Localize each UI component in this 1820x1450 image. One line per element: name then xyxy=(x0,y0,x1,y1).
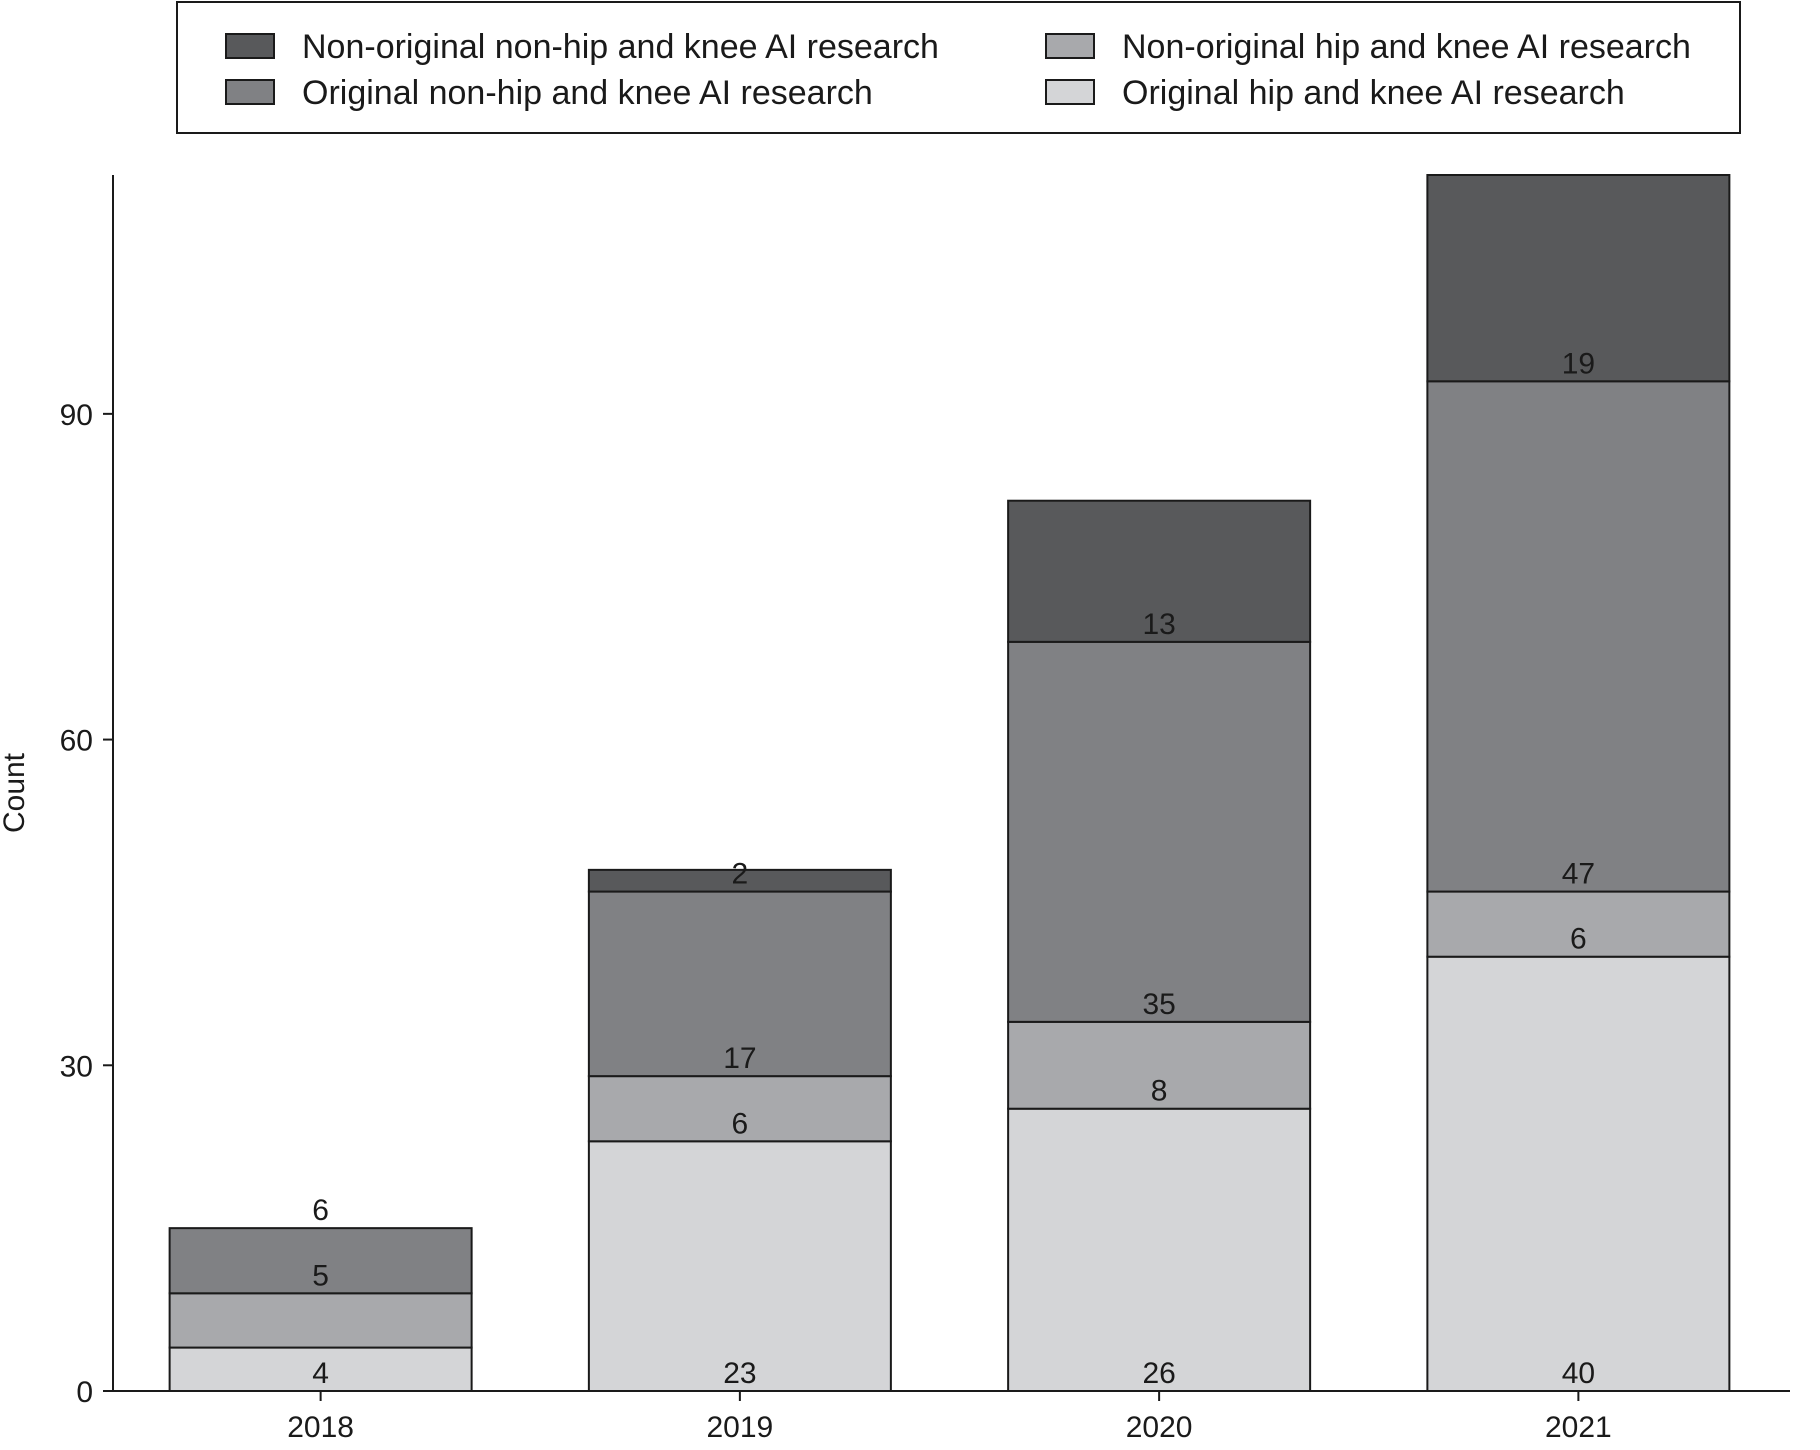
data-label-2018-s3: 6 xyxy=(312,1194,329,1227)
x-tick-label-2021: 2021 xyxy=(1545,1411,1612,1444)
data-label-2021-s2: 47 xyxy=(1562,858,1595,891)
x-tick-label-2019: 2019 xyxy=(707,1411,774,1444)
bar-segment-2020-s1 xyxy=(1007,1020,1312,1110)
data-label-2019-s2: 17 xyxy=(723,1042,756,1075)
data-label-2021-s3: 19 xyxy=(1562,347,1595,380)
data-label-2018-s2: 5 xyxy=(312,1259,329,1292)
data-label-2020-s2: 35 xyxy=(1142,988,1175,1021)
legend-label-s1: Non-original hip and knee AI research xyxy=(1122,28,1691,66)
data-label-2020-s1: 8 xyxy=(1151,1075,1168,1108)
y-axis-title: Count xyxy=(0,752,31,833)
bar-segment-2020-s0 xyxy=(1007,1107,1312,1392)
y-tick-label-0: 0 xyxy=(76,1376,93,1409)
data-label-2020-s3: 13 xyxy=(1142,608,1175,641)
data-label-2021-s0: 40 xyxy=(1562,1357,1595,1390)
legend-label-s3: Non-original non-hip and knee AI researc… xyxy=(302,28,939,66)
bar-segment-2018-s0 xyxy=(168,1346,473,1392)
bars xyxy=(168,174,1731,1393)
bar-segment-2021-s2 xyxy=(1426,380,1731,893)
data-label-2019-s3: 2 xyxy=(732,858,749,891)
data-label-2020-s0: 26 xyxy=(1142,1357,1175,1390)
bar-segment-2020-s2 xyxy=(1007,640,1312,1023)
bar-segment-2021-s1 xyxy=(1426,890,1731,958)
legend-swatch-s2 xyxy=(225,79,275,105)
bar-segment-2019-s2 xyxy=(587,890,892,1078)
y-tick-label-90: 90 xyxy=(60,399,93,432)
y-tick-label-30: 30 xyxy=(60,1050,93,1083)
data-labels: 4 5 6 23 6 17 2 26 8 35 13 40 6 47 19 xyxy=(312,347,1595,1390)
data-label-2018-s0: 4 xyxy=(312,1357,329,1390)
data-label-2019-s1: 6 xyxy=(732,1107,749,1140)
bar-segment-2018-s1 xyxy=(168,1292,473,1349)
bar-segment-2020-s3 xyxy=(1007,499,1312,643)
legend-label-s0: Original hip and knee AI research xyxy=(1122,74,1625,112)
data-label-2021-s1: 6 xyxy=(1570,923,1587,956)
axes: 0 30 60 90 2018 2019 2020 2021 Count xyxy=(0,175,1790,1444)
bar-segment-2018-s2 xyxy=(168,1227,473,1295)
data-label-2019-s0: 23 xyxy=(723,1357,756,1390)
legend-label-s2: Original non-hip and knee AI research xyxy=(302,74,873,112)
bar-segment-2019-s3 xyxy=(587,868,892,893)
legend-swatch-s0 xyxy=(1045,79,1095,105)
x-tick-label-2018: 2018 xyxy=(287,1411,354,1444)
legend-swatch-s1 xyxy=(1045,33,1095,59)
y-tick-label-60: 60 xyxy=(60,725,93,758)
bar-segment-2019-s0 xyxy=(587,1140,892,1393)
legend: Non-original non-hip and knee AI researc… xyxy=(176,1,1741,134)
legend-swatch-s3 xyxy=(225,33,275,59)
bar-segment-2021-s0 xyxy=(1426,955,1731,1392)
x-tick-label-2020: 2020 xyxy=(1126,1411,1193,1444)
bar-segment-2021-s3 xyxy=(1426,174,1731,383)
legend-box xyxy=(176,1,1741,134)
